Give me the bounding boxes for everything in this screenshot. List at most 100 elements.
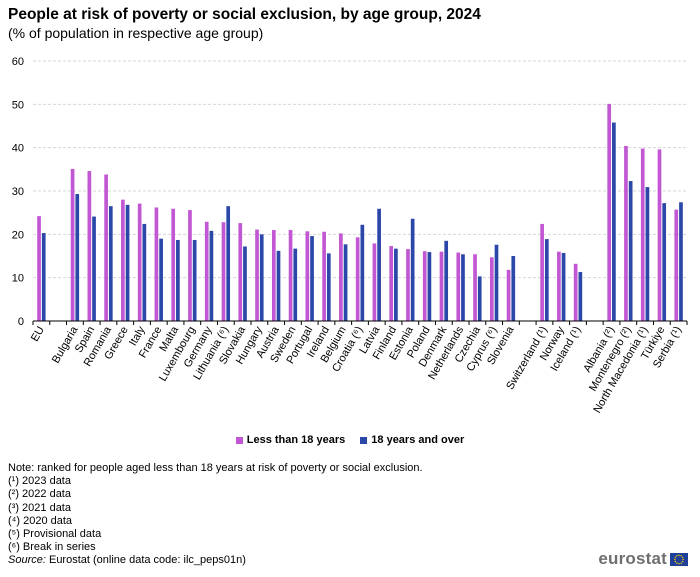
footnote: (³) 2021 data: [8, 501, 71, 514]
note-ranking: Note: ranked for people aged less than 1…: [8, 462, 423, 474]
bar-adult: [226, 206, 231, 321]
bar-adult: [276, 250, 281, 321]
bar-under18: [271, 230, 276, 321]
bar-under18: [255, 229, 259, 321]
legend-item-adult: 18 years and over: [360, 434, 464, 446]
bar-adult: [75, 194, 80, 321]
legend-item-under18: Less than 18 years: [235, 434, 346, 446]
bar-adult: [176, 239, 180, 321]
bar-adult: [628, 181, 633, 321]
eu-flag-icon: [670, 552, 688, 566]
y-tick-label: 10: [12, 273, 24, 285]
bar-adult: [544, 239, 549, 321]
footnote: (⁵) Provisional data: [8, 528, 102, 541]
bar-under18: [506, 269, 511, 321]
bar-under18: [540, 223, 544, 321]
bar-adult: [159, 238, 163, 321]
bar-adult: [645, 187, 650, 321]
bar-adult: [310, 236, 314, 321]
chart-legend: Less than 18 years 18 years and over: [0, 434, 700, 447]
bar-adult: [243, 246, 247, 321]
x-tick-label: EU: [29, 324, 47, 343]
bar-adult: [394, 248, 398, 321]
y-tick-label: 60: [12, 56, 24, 68]
bar-under18: [87, 171, 92, 321]
bar-under18: [473, 254, 477, 321]
bar-adult: [561, 252, 566, 321]
bar-under18: [171, 208, 176, 321]
bar-under18: [305, 231, 310, 321]
bar-adult: [293, 248, 298, 321]
chart-title: People at risk of poverty or social excl…: [8, 6, 481, 23]
bar-under18: [339, 233, 343, 321]
logo-text: eurostat: [598, 549, 667, 568]
bar-under18: [389, 246, 394, 321]
bar-under18: [104, 174, 108, 321]
footnote: (²) 2022 data: [8, 488, 71, 501]
bar-under18: [37, 216, 41, 321]
bar-adult: [360, 224, 365, 321]
legend-label-under18: Less than 18 years: [246, 434, 346, 446]
bar-under18: [70, 168, 75, 321]
bar-under18: [406, 249, 410, 321]
bar-adult: [125, 204, 130, 321]
bar-adult: [92, 216, 96, 321]
legend-label-adult: 18 years and over: [371, 434, 465, 446]
bar-adult: [192, 239, 197, 321]
bar-under18: [674, 209, 679, 321]
bar-under18: [204, 221, 209, 321]
bar-adult: [612, 122, 616, 322]
bar-adult: [461, 254, 465, 321]
bar-under18: [188, 210, 192, 321]
bar-under18: [456, 252, 461, 321]
bar-under18: [238, 223, 243, 321]
bar-under18: [439, 251, 444, 321]
bar-under18: [137, 203, 142, 321]
bar-adult: [41, 233, 46, 321]
bar-adult: [410, 218, 415, 321]
bar-adult: [108, 206, 113, 321]
chart-subtitle: (% of population in respective age group…: [8, 25, 264, 41]
bar-adult: [494, 244, 499, 321]
bar-adult: [578, 272, 583, 321]
bar-under18: [355, 237, 360, 321]
y-tick-label: 20: [12, 229, 24, 241]
bar-adult: [679, 202, 683, 321]
bar-adult: [662, 203, 667, 321]
footnote: (¹) 2023 data: [8, 475, 71, 488]
bar-adult: [444, 240, 449, 321]
y-tick-label: 0: [18, 316, 24, 328]
bar-adult: [511, 256, 516, 321]
bar-under18: [640, 148, 645, 321]
bar-under18: [121, 199, 125, 321]
footnote: (⁴) 2020 data: [8, 514, 73, 527]
legend-swatch-under18: [235, 436, 243, 444]
source-line: Source: Eurostat (online data code: ilc_…: [8, 554, 423, 567]
bar-adult: [427, 252, 432, 321]
bar-adult: [343, 244, 348, 321]
bar-under18: [322, 231, 326, 321]
bar-under18: [624, 145, 628, 321]
bar-under18: [573, 263, 578, 321]
bar-under18: [607, 103, 612, 322]
bar-adult: [259, 234, 264, 321]
y-tick-label: 50: [12, 99, 24, 111]
eurostat-logo: eurostat: [598, 549, 688, 569]
bar-under18: [422, 251, 427, 321]
legend-swatch-adult: [360, 436, 368, 444]
bar-under18: [154, 207, 159, 321]
footnote: (⁶) Break in series: [8, 541, 96, 554]
y-tick-label: 30: [12, 186, 24, 198]
bar-adult: [377, 208, 381, 321]
bar-under18: [557, 251, 561, 321]
source-label: Source:: [8, 554, 46, 567]
bar-under18: [288, 230, 293, 321]
bar-adult: [209, 230, 214, 321]
bar-under18: [372, 243, 377, 321]
bar-under18: [657, 149, 662, 321]
bar-adult: [142, 223, 147, 321]
bar-adult: [477, 276, 482, 321]
source-text: Eurostat (online data code: ilc_peps01n): [45, 554, 246, 567]
chart-notes: Note: ranked for people aged less than 1…: [8, 462, 423, 568]
